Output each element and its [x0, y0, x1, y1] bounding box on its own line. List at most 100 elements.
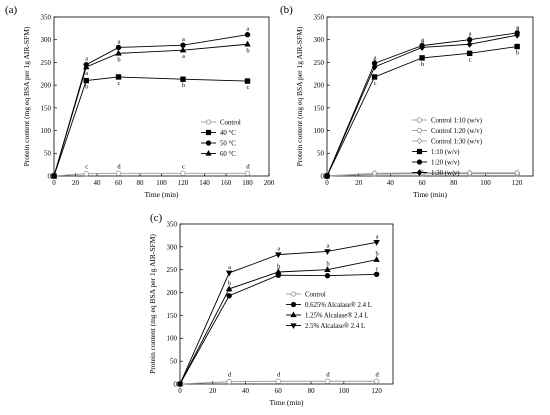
series-line — [326, 32, 518, 177]
data-point — [244, 78, 251, 84]
y-tick-label: 50 — [44, 150, 52, 158]
significance-label: b — [373, 58, 376, 65]
data-point — [244, 40, 251, 47]
legend-marker — [416, 159, 423, 165]
data-point — [514, 169, 520, 177]
series-line — [53, 34, 248, 177]
x-axis-label: Time (min) — [269, 398, 304, 407]
data-point — [514, 43, 520, 50]
data-point — [244, 32, 251, 38]
legend-label: 1:20 (w/v) — [431, 159, 460, 166]
significance-label: a — [85, 70, 88, 77]
x-tick-label: 40 — [387, 179, 395, 187]
legend-label: Control 1:20 (w/v) — [431, 128, 482, 135]
data-point — [115, 44, 122, 51]
y-axis-label: Protein content (mg eq BSA per 1g AIR-SF… — [22, 26, 31, 166]
significance-label: a — [376, 233, 379, 240]
series-6: ba ba — [324, 26, 520, 180]
legend-marker — [416, 127, 423, 134]
data-point — [115, 74, 122, 80]
significance-label: d — [228, 372, 232, 379]
x-tick-label: 20 — [355, 179, 363, 187]
legend-marker — [290, 323, 297, 329]
y-tick-label: 200 — [41, 82, 52, 90]
y-tick-label: 100 — [41, 127, 52, 135]
plot-frame — [53, 16, 270, 177]
y-tick-label: 350 — [167, 220, 178, 228]
data-point — [226, 379, 232, 385]
x-tick-label: 0 — [52, 179, 56, 187]
significance-label: b — [375, 251, 378, 258]
data-point — [514, 31, 520, 39]
legend-marker — [290, 311, 297, 318]
chart-panel-1: (a) 0 20 40 60 80 100 120 140 160 180 200 0 50 100 150 2… — [5, 4, 275, 199]
legend-marker — [205, 140, 212, 146]
significance-label: d — [277, 371, 281, 378]
legend-label: Control — [220, 119, 241, 126]
legend-entry: 1:30 (w/v) — [412, 169, 460, 177]
data-point — [373, 256, 380, 262]
y-tick-label: 150 — [41, 104, 52, 112]
data-point — [275, 252, 282, 259]
significance-label: c — [85, 164, 88, 171]
x-tick-label: 100 — [156, 179, 167, 187]
significance-label: a — [421, 38, 424, 45]
chart-panel-3: (c) 0 20 40 60 80 100 120 0 50 100 150 200 250 300 350 T… — [148, 212, 394, 407]
series-line — [53, 172, 248, 177]
data-point — [179, 46, 187, 53]
significance-label: b — [228, 280, 231, 287]
legend-entry: Control 1:10 (w/v) — [412, 117, 482, 124]
data-point — [50, 172, 58, 179]
legend-marker — [416, 137, 423, 145]
series-line — [179, 259, 377, 385]
significance-label: d — [117, 163, 121, 170]
legend-label: Control — [305, 291, 326, 298]
legend-marker — [416, 117, 423, 123]
data-point — [373, 378, 380, 384]
x-tick-label: 0 — [325, 179, 329, 187]
series-2: b c b c — [51, 74, 251, 179]
y-tick-label: 350 — [41, 13, 52, 21]
significance-label: a — [374, 54, 377, 61]
significance-label: c — [469, 56, 472, 63]
legend-marker — [205, 150, 212, 156]
data-point — [83, 171, 89, 177]
legend-entry: 40 °C — [201, 130, 236, 137]
data-point — [180, 76, 186, 82]
data-point — [466, 50, 473, 57]
significance-label: b — [326, 261, 329, 268]
legend-marker — [290, 301, 297, 308]
y-tick-label: 0 — [321, 172, 325, 180]
legend-entry: Control — [286, 291, 326, 298]
significance-label: b — [85, 84, 88, 91]
significance-label: c — [182, 163, 185, 170]
legend-entry: Control 1:20 (w/v) — [412, 128, 482, 135]
significance-label: a — [421, 37, 424, 44]
data-point — [226, 293, 232, 299]
plot-frame — [326, 16, 534, 177]
significance-label: a — [118, 38, 121, 45]
data-point — [275, 268, 282, 275]
legend-label: 40 °C — [220, 130, 236, 137]
plot-frame — [179, 223, 394, 385]
legend-entry: 60 °C — [201, 150, 236, 158]
x-tick-label: 100 — [480, 179, 491, 187]
significance-label: a — [228, 264, 231, 271]
y-tick-label: 250 — [41, 59, 52, 67]
legend-entry: 1:10 (w/v) — [412, 149, 460, 156]
x-tick-label: 40 — [94, 179, 102, 187]
data-point — [83, 77, 89, 84]
legend: Control 40 °C 50 °C 60 °C — [201, 119, 241, 158]
significance-label: a — [516, 24, 519, 31]
x-tick-label: 120 — [512, 179, 523, 187]
legend-entry: 1.25% Alcalase® 2.4 L — [286, 311, 369, 319]
significance-label: a — [182, 36, 185, 43]
panel-label: (a) — [5, 4, 18, 16]
y-tick-label: 0 — [174, 380, 178, 388]
series-3: b b b b — [176, 251, 380, 387]
x-axis-label: Time (min) — [144, 190, 179, 199]
legend-label: Control 1:10 (w/v) — [431, 117, 482, 124]
data-point — [466, 169, 473, 177]
series-4: a a a a — [176, 233, 380, 388]
x-tick-label: 140 — [199, 179, 210, 187]
